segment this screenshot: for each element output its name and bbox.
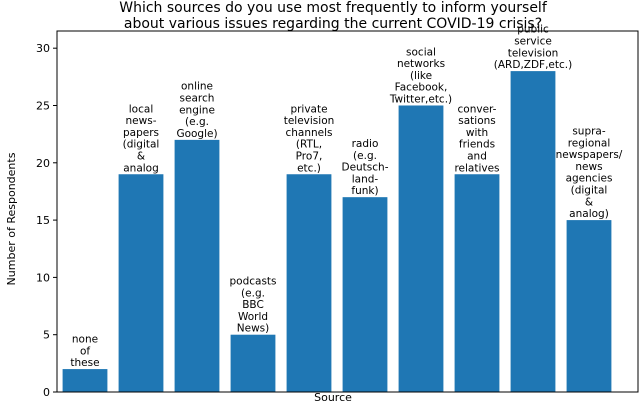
bar-label-line: & — [137, 150, 145, 162]
bar-label-line: search — [180, 92, 215, 104]
bar-label-line: of — [80, 345, 90, 357]
bar-labels: noneoftheselocalnews-papers(digital&anal… — [70, 24, 622, 369]
bar-label-line: papers — [123, 127, 159, 139]
bar — [398, 105, 444, 393]
bar-label-line: local — [129, 103, 153, 115]
bar-label-line: these — [70, 357, 99, 369]
bar-label-line: engine — [179, 104, 215, 116]
bar-label-line: newspapers/ — [556, 149, 623, 161]
axes — [56, 30, 639, 393]
bar-label-line: news — [575, 161, 602, 173]
bar-label-line: analog) — [569, 208, 609, 220]
bar-label-line: with — [466, 127, 488, 139]
bar-label-line: online — [181, 81, 213, 93]
bars — [62, 71, 612, 393]
bar — [230, 334, 276, 392]
bar-label-line: news- — [126, 115, 157, 127]
bar-label-line: private — [290, 103, 327, 115]
bar-label-line: (RTL, — [296, 139, 322, 151]
bar-label-line: relatives — [454, 162, 499, 174]
bar-label-line: (e.g. — [353, 150, 377, 162]
bar-label-line: networks — [397, 58, 445, 70]
bar-label-line: television — [284, 115, 335, 127]
bar-label-line: World — [238, 311, 268, 323]
bar-label-line: and — [467, 150, 487, 162]
bar — [118, 174, 164, 392]
bar-label-line: (digital — [571, 185, 608, 197]
bar-label-line: radio — [352, 138, 379, 150]
chart-title-line: about various issues regarding the curre… — [124, 16, 542, 32]
bar-label-line: sations — [458, 115, 496, 127]
bar-label-line: & — [585, 196, 593, 208]
y-tick-label: 10 — [36, 271, 50, 284]
bar-label-line: News) — [237, 323, 269, 335]
bar-label-line: public — [517, 24, 549, 36]
bar-label-line: land- — [352, 173, 379, 185]
bar-label: radio(e.g.Deutsch-land-funk) — [341, 138, 388, 197]
bar — [342, 197, 388, 392]
bar-label-line: Deutsch- — [341, 162, 388, 174]
bar-label-line: (like — [410, 70, 432, 82]
bar-label-line: none — [72, 333, 98, 345]
bar-label-line: etc.) — [297, 162, 321, 174]
y-tick-label: 30 — [36, 42, 50, 55]
bar — [566, 220, 612, 392]
bar-label-line: funk) — [351, 185, 378, 197]
y-tick-label: 5 — [43, 329, 50, 342]
bar-label-line: social — [406, 46, 436, 58]
chart-title-line: Which sources do you use most frequently… — [119, 0, 548, 16]
bar — [454, 174, 500, 392]
y-ticks: 0 5 10 15 20 25 30 — [36, 42, 57, 399]
bar-label-line: television — [508, 47, 559, 59]
bar — [62, 369, 108, 392]
x-axis-label: Source — [314, 391, 352, 403]
bar-label-line: (e.g. — [185, 116, 209, 128]
bar-label-line: (ARD,ZDF,etc.) — [494, 59, 572, 71]
bar — [286, 174, 332, 392]
bar-label-line: BBC — [242, 299, 264, 311]
chart-title: Which sources do you use most frequently… — [119, 0, 548, 32]
y-tick-label: 0 — [43, 386, 50, 399]
bar-label-line: analog — [123, 162, 159, 174]
bar — [174, 139, 220, 392]
bar-label-line: (e.g. — [241, 287, 265, 299]
bar — [510, 71, 556, 393]
bar-label-line: agencies — [566, 173, 613, 185]
bar-label-line: service — [514, 36, 552, 48]
bar-label-line: regional — [568, 137, 611, 149]
bar-label-line: (digital — [123, 139, 160, 151]
bar-label-line: Facebook, — [395, 82, 448, 94]
y-tick-label: 20 — [36, 157, 50, 170]
bar-label-line: friends — [459, 139, 495, 151]
bar-label-line: podcasts — [229, 276, 276, 288]
bar-label-line: Google) — [176, 128, 217, 140]
y-tick-label: 15 — [36, 214, 50, 227]
plot-frame — [56, 30, 639, 393]
bar-label-line: supra- — [572, 126, 606, 138]
bar-label: supra-regionalnewspapers/newsagencies(di… — [556, 126, 623, 221]
bar-label-line: Pro7, — [296, 150, 323, 162]
bar-label-line: channels — [285, 127, 332, 139]
bar-label-line: Twitter,etc.) — [389, 93, 452, 105]
bar-label: socialnetworks(likeFacebook,Twitter,etc.… — [389, 46, 452, 105]
bar-label-line: conver- — [458, 103, 497, 115]
y-axis-label: Number of Respondents — [5, 152, 18, 285]
y-tick-label: 25 — [36, 99, 50, 112]
